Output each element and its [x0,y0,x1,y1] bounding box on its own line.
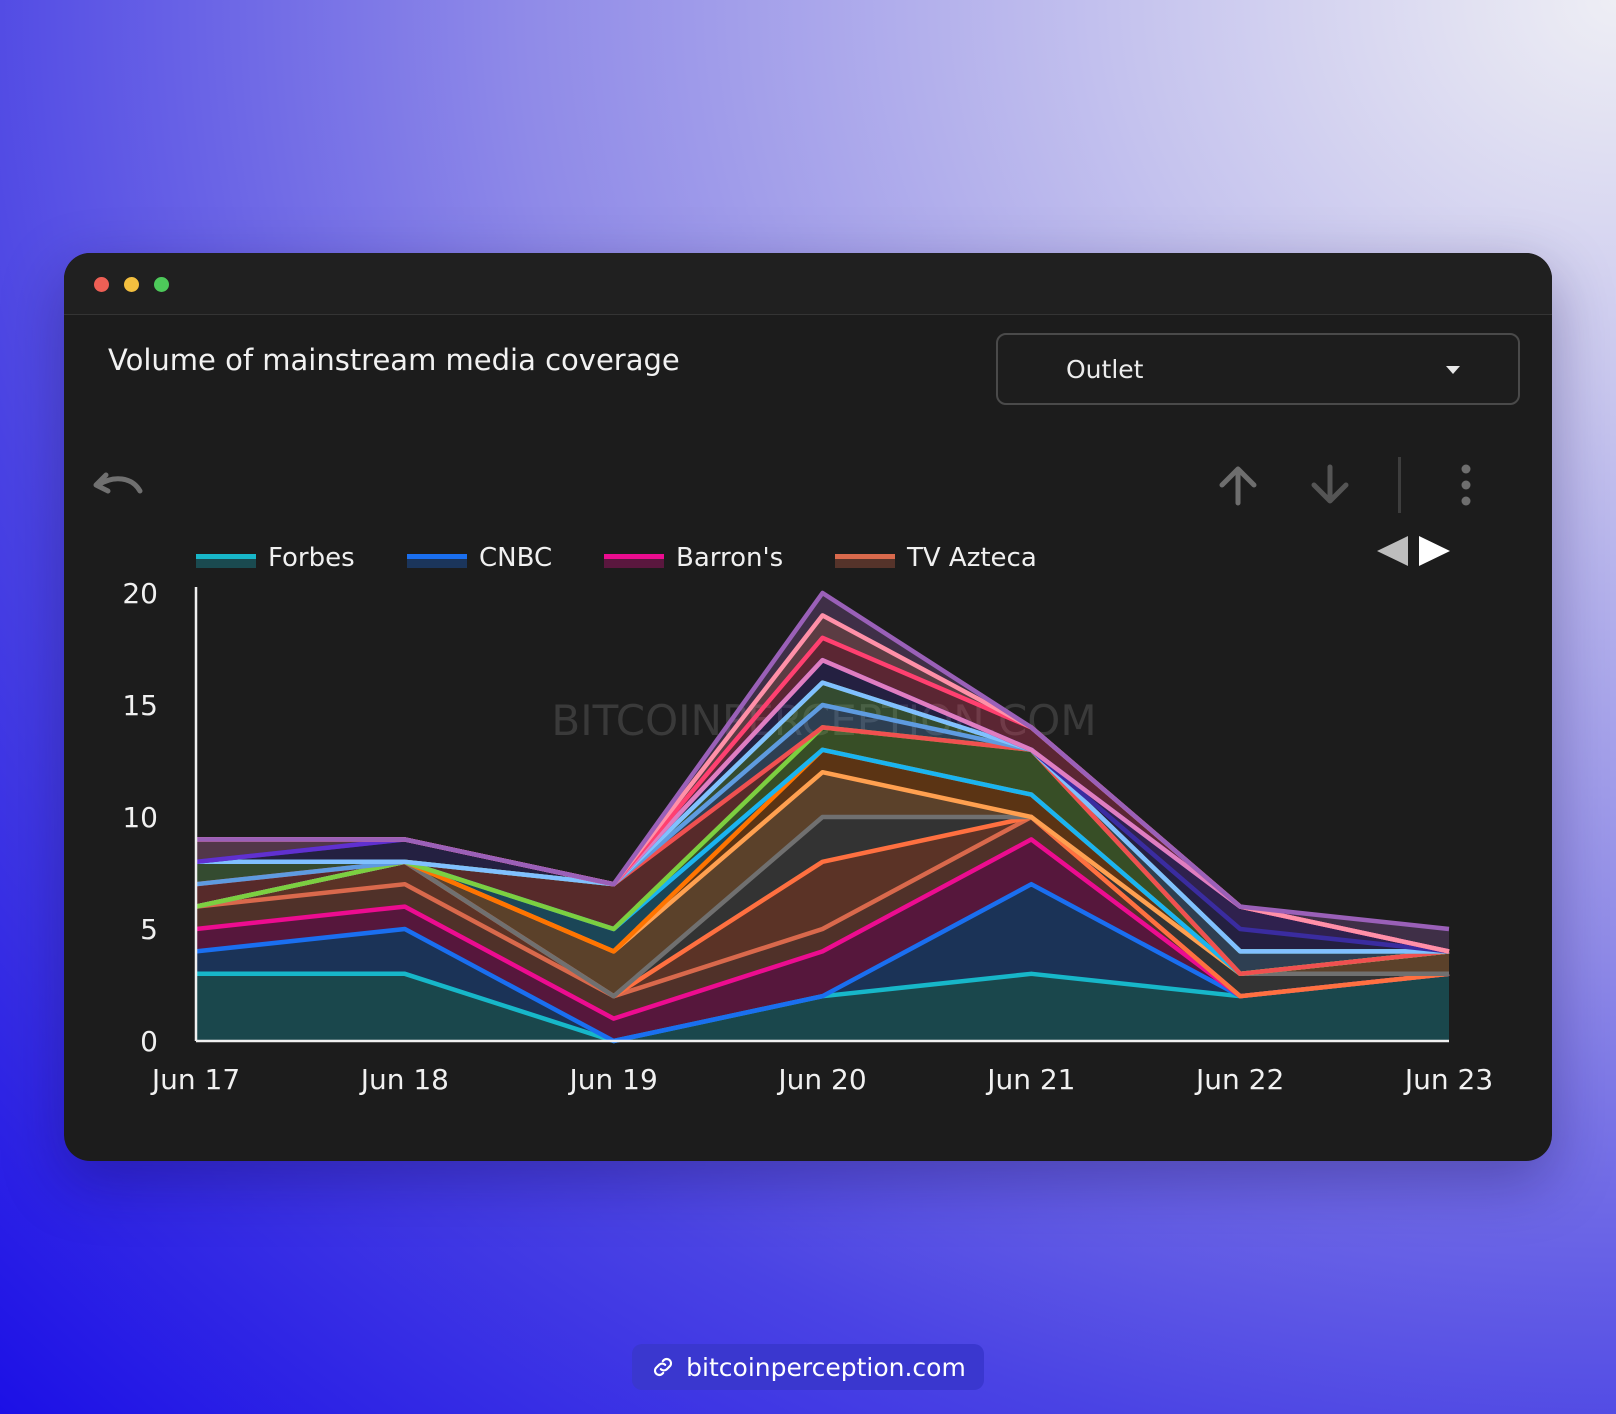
legend-label: TV Azteca [906,543,1037,573]
line-series-13 [196,680,1449,954]
undo-icon [93,472,143,494]
more-vertical-icon [1461,464,1471,506]
y-tick-label: 20 [122,577,158,610]
legend-swatch-fill [407,559,467,568]
toolbar-divider [1398,457,1401,513]
legend-label: Barron's [676,543,783,573]
y-tick-label: 0 [140,1025,158,1058]
arrow-down-icon [1311,464,1349,504]
x-tick-label: Jun 17 [150,1063,240,1096]
y-tick-label: 15 [122,689,158,722]
x-tick-label: Jun 18 [359,1063,449,1096]
x-tick-label: Jun 23 [1403,1063,1493,1096]
app-window: Volume of mainstream media coverage Outl… [64,253,1552,1161]
x-tick-label: Jun 20 [776,1063,866,1096]
maximize-window-button[interactable] [154,277,169,292]
title-bar [64,253,1552,315]
legend-swatch [196,554,256,559]
legend-swatch-fill [604,559,664,568]
arrow-up-icon [1219,466,1257,506]
y-tick-label: 5 [140,913,158,946]
link-icon [654,1357,673,1377]
legend-label: CNBC [479,543,552,573]
undo-button[interactable] [92,465,146,505]
x-tick-label: Jun 19 [568,1063,658,1096]
legend-swatch [407,554,467,559]
legend-swatch [835,554,895,559]
line-series-19 [196,590,1450,932]
chevron-down-icon [1446,366,1460,374]
legend-swatch [604,554,664,559]
website-link-text: bitcoinperception.com [686,1352,966,1382]
area-series-0 [196,973,1449,1041]
area-series-4 [196,817,1449,997]
outlet-dropdown[interactable]: Outlet [996,333,1520,405]
legend-label: Forbes [268,543,355,573]
x-tick-label: Jun 21 [985,1063,1075,1096]
move-up-button[interactable] [1216,463,1260,507]
website-link[interactable]: bitcoinperception.com [632,1344,984,1390]
legend-prev-icon[interactable] [1377,536,1408,566]
area-series-2 [196,839,1449,1041]
area-series-1 [196,884,1449,1041]
minimize-window-button[interactable] [124,277,139,292]
close-window-button[interactable] [94,277,109,292]
area-series-5 [196,817,1449,997]
legend-swatch-fill [835,559,895,568]
x-tick-label: Jun 22 [1194,1063,1284,1096]
more-options-button[interactable] [1456,461,1476,509]
y-tick-label: 10 [122,801,158,834]
area-series-3 [196,817,1449,1019]
outlet-dropdown-label: Outlet [1066,355,1144,384]
chart-title: Volume of mainstream media coverage [108,343,680,377]
legend-next-icon[interactable] [1419,536,1450,566]
legend-swatch-fill [196,559,256,568]
move-down-button[interactable] [1308,463,1352,507]
